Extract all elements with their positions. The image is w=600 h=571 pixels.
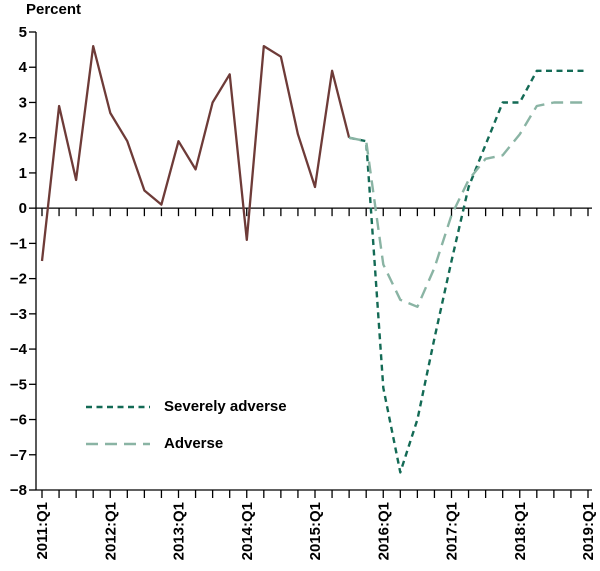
y-axis-tick-label: −3	[10, 306, 27, 323]
x-axis-tick-label: 2015:Q1	[307, 502, 324, 560]
legend-item-adverse: Adverse	[86, 435, 287, 452]
legend-label-adverse: Adverse	[164, 435, 224, 452]
y-axis-tick-label: 3	[19, 94, 27, 111]
y-axis-tick-label: −6	[10, 412, 27, 429]
y-axis-tick-label: −4	[10, 341, 28, 358]
adverse-line-sample	[86, 442, 150, 445]
x-axis-tick-label: 2013:Q1	[171, 502, 188, 560]
y-axis-tick-label: −5	[10, 376, 27, 393]
y-axis-tick-label: 0	[19, 200, 27, 217]
y-axis-tick-label: −2	[10, 271, 27, 288]
legend-item-severely-adverse: Severely adverse	[86, 398, 287, 415]
severely-adverse-line-sample	[86, 405, 150, 408]
x-axis-tick-label: 2016:Q1	[375, 502, 392, 560]
x-axis-tick-label: 2018:Q1	[512, 502, 529, 560]
x-axis-tick-label: 2011:Q1	[34, 502, 51, 560]
x-axis-tick-label: 2014:Q1	[239, 502, 256, 560]
y-axis-tick-label: −7	[10, 447, 27, 464]
series-line-adverse	[348, 101, 588, 308]
x-axis-tick-label: 2019:Q1	[580, 502, 597, 560]
y-axis-unit-label: Percent	[26, 1, 82, 18]
legend-label-severely-adverse: Severely adverse	[164, 398, 287, 415]
series-line-history	[40, 44, 351, 262]
y-axis-tick-label: −1	[10, 235, 27, 252]
y-axis-tick-label: 5	[19, 24, 27, 41]
y-axis-tick-label: −8	[10, 482, 27, 499]
chart-legend: Severely adverse Adverse	[86, 398, 287, 452]
series-line-severely-adverse	[348, 69, 588, 474]
y-axis-tick-label: 1	[19, 165, 27, 182]
y-axis-tick-label: 2	[19, 130, 27, 147]
y-axis-tick-label: 4	[19, 59, 28, 76]
x-axis-tick-label: 2012:Q1	[102, 502, 119, 560]
x-axis-tick-label: 2017:Q1	[444, 502, 461, 560]
